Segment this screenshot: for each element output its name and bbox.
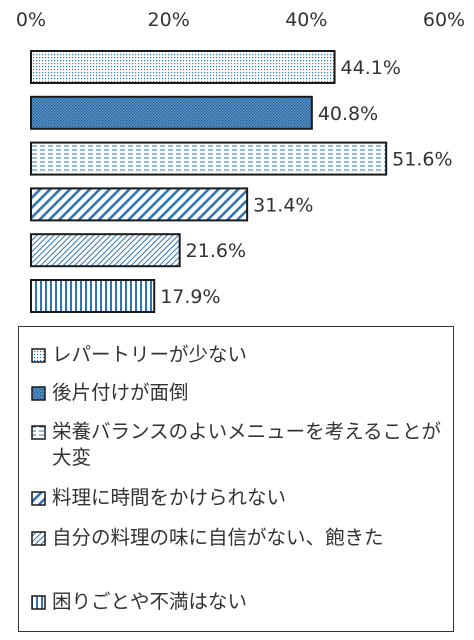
bar [30,141,388,176]
legend-swatch [31,595,46,610]
x-tick-label: 0% [16,9,46,31]
x-tick-label: 40% [285,9,327,31]
legend-label: レパートリーが少ない [52,343,248,366]
legend-item: 自分の料理の味に自信がない、飽きた [31,525,445,551]
legend-swatch [31,425,46,440]
data-label: 21.6% [186,240,246,262]
legend-item: 困りごとや不満はない [31,589,445,615]
legend-swatch [31,491,46,506]
bar [30,233,181,268]
legend-label: 後片付けが面倒 [52,381,189,404]
bar [30,187,249,222]
legend-swatch [31,531,46,546]
legend-label: 自分の料理の味に自信がない、飽きた [52,526,384,549]
bar [30,279,156,313]
legend-item: 料理に時間をかけられない [31,485,445,511]
bar [30,50,336,84]
legend-label: 料理に時間をかけられない [52,486,287,509]
legend-swatch [31,348,46,363]
bar [30,95,313,130]
x-tick-label: 60% [423,9,465,31]
legend-swatch [31,386,46,401]
bar-chart: 0% 20% 40% 60% 44.1% 40.8% 51.6% 31.4% 21.6% 17.… [16,9,465,313]
data-label: 44.1% [341,57,401,79]
bars [30,50,388,313]
legend-label: 栄養バランスのよいメニューを考えることが大変 [52,420,442,469]
data-label: 31.4% [253,194,313,216]
legend-item: 栄養バランスのよいメニューを考えることが大変 [31,419,445,471]
x-axis-ticks: 0% 20% 40% 60% [16,9,465,31]
x-tick-label: 20% [148,9,190,31]
data-label: 17.9% [160,286,220,308]
legend-item: 後片付けが面倒 [31,380,445,406]
data-label: 40.8% [318,103,378,125]
legend-label: 困りごとや不満はない [52,590,248,613]
data-label: 51.6% [392,149,452,171]
data-labels: 44.1% 40.8% 51.6% 31.4% 21.6% 17.9% [160,57,452,308]
legend: レパートリーが少ない 後片付けが面倒栄養バランスのよいメニューを考えることが大変料… [18,326,454,632]
legend-item: レパートリーが少ない [31,342,445,368]
